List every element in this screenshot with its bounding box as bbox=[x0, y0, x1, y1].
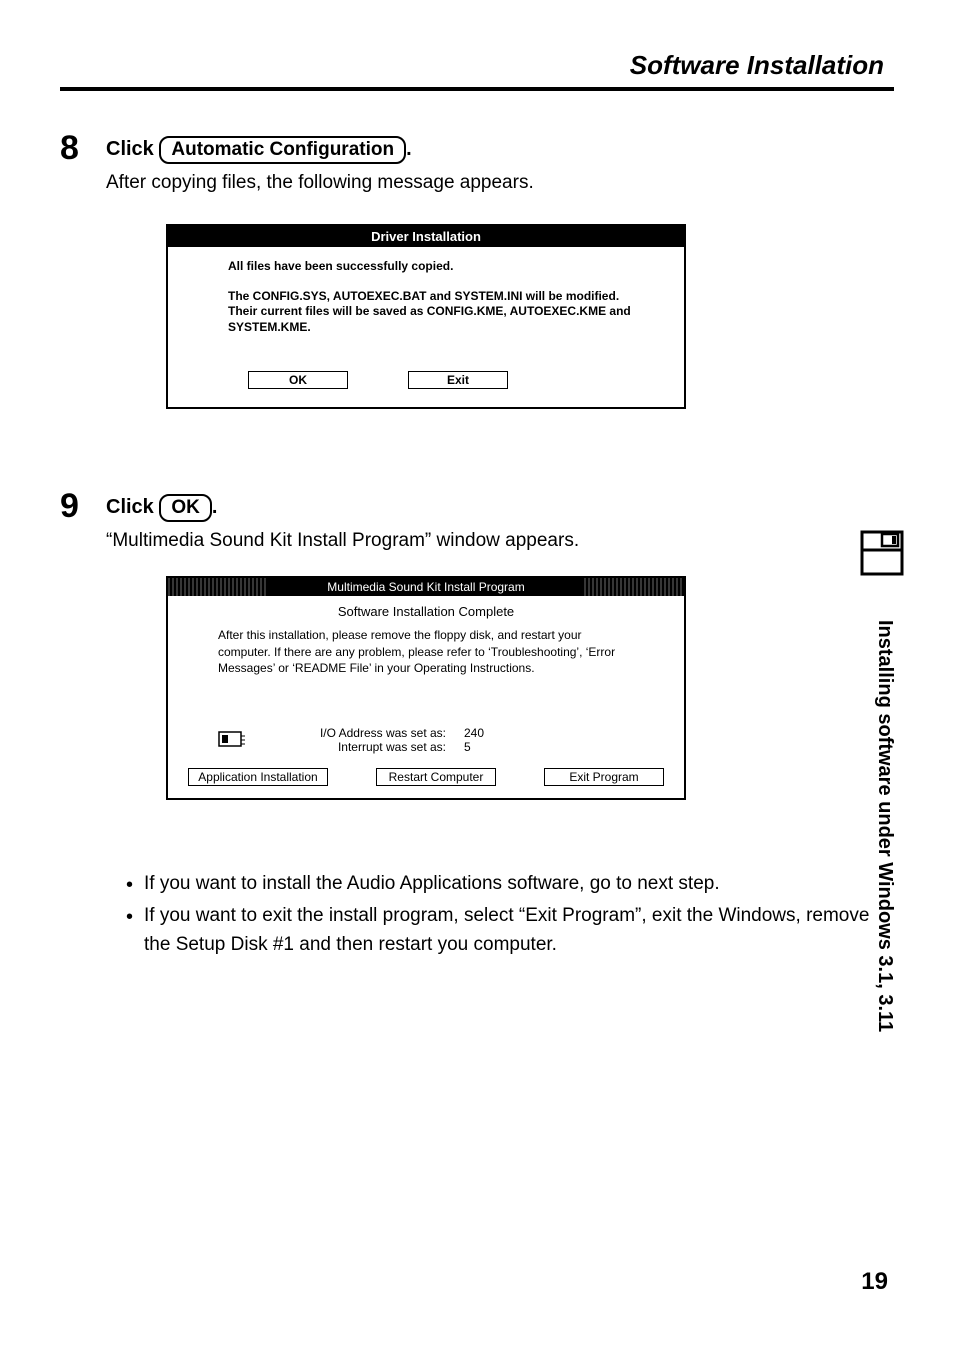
step-9: 9 Click OK. “Multimedia Sound Kit Instal… bbox=[60, 489, 894, 840]
step-click-word: Click bbox=[106, 138, 154, 160]
step-number: 8 bbox=[60, 131, 106, 165]
exit-button[interactable]: Exit bbox=[408, 371, 508, 389]
dialog2-text: After this installation, please remove t… bbox=[188, 627, 664, 676]
auto-config-button-label: Automatic Configuration bbox=[159, 136, 406, 164]
step-click-word: Click bbox=[106, 496, 154, 518]
step-number: 9 bbox=[60, 489, 106, 523]
step-9-subtext: “Multimedia Sound Kit Install Program” w… bbox=[106, 530, 894, 552]
ok-button-label: OK bbox=[159, 494, 212, 522]
driver-installation-dialog: Driver Installation All files have been … bbox=[166, 224, 686, 409]
ok-button[interactable]: OK bbox=[248, 371, 348, 389]
dialog-title: Driver Installation bbox=[168, 226, 684, 247]
dialog-text-line2: The CONFIG.SYS, AUTOEXEC.BAT and SYSTEM.… bbox=[228, 289, 634, 336]
sound-card-icon bbox=[218, 728, 246, 752]
side-section-label: Installing software under Windows 3.1, 3… bbox=[873, 620, 896, 1032]
restart-computer-button[interactable]: Restart Computer bbox=[376, 768, 496, 786]
interrupt-value: 5 bbox=[464, 740, 494, 754]
interrupt-label: Interrupt was set as: bbox=[276, 740, 446, 754]
bullet-2: If you want to exit the install program,… bbox=[126, 902, 894, 959]
step-8: 8 Click Automatic Configuration. After c… bbox=[60, 131, 894, 459]
install-complete-dialog: Multimedia Sound Kit Install Program Sof… bbox=[166, 576, 686, 800]
application-installation-button[interactable]: Application Installation bbox=[188, 768, 328, 786]
step-period: . bbox=[212, 496, 218, 518]
exit-program-button[interactable]: Exit Program bbox=[544, 768, 664, 786]
instruction-bullets: If you want to install the Audio Applica… bbox=[126, 870, 894, 960]
floppy-disk-icon bbox=[860, 530, 904, 576]
dialog2-subtitle: Software Installation Complete bbox=[188, 604, 664, 619]
bullet-1: If you want to install the Audio Applica… bbox=[126, 870, 894, 899]
page-number: 19 bbox=[861, 1268, 888, 1296]
step-period: . bbox=[406, 138, 412, 160]
io-address-value: 240 bbox=[464, 726, 494, 740]
io-address-label: I/O Address was set as: bbox=[276, 726, 446, 740]
dialog-text-line1: All files have been successfully copied. bbox=[228, 259, 634, 275]
step-8-subtext: After copying files, the following messa… bbox=[106, 172, 894, 194]
section-header: Software Installation bbox=[60, 50, 894, 91]
dialog2-title: Multimedia Sound Kit Install Program bbox=[168, 578, 684, 596]
